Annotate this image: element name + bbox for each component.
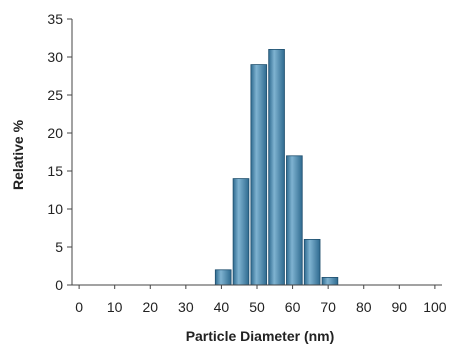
histogram-bar [268,49,285,286]
y-tick-label: 0 [55,277,63,293]
x-ticks: 0 10 20 30 40 50 60 70 80 90 100 [75,285,447,315]
y-tick-label: 30 [47,49,63,65]
y-tick-label: 15 [47,163,63,179]
y-tick-label: 20 [47,125,63,141]
x-tick-label: 50 [249,299,265,315]
x-tick-label: 70 [320,299,336,315]
x-tick-label: 40 [214,299,230,315]
x-tick-label: 20 [142,299,158,315]
y-tick-label: 35 [47,11,63,27]
y-ticks: 0 5 10 15 20 25 30 35 [47,11,72,293]
histogram-bar [303,238,321,286]
histogram-bar [232,178,250,286]
histogram-bar [286,155,303,286]
x-tick-label: 90 [392,299,408,315]
x-tick-label: 30 [178,299,194,315]
histogram-bar [250,64,268,286]
y-tick-label: 25 [47,87,63,103]
y-tick-label: 5 [55,239,63,255]
y-axis-title: Relative % [10,119,26,190]
histogram-bar [214,269,232,286]
y-tick-label: 10 [47,201,63,217]
bars-layer [214,49,339,286]
x-axis-title: Particle Diameter (nm) [186,328,335,344]
x-tick-label: 60 [285,299,301,315]
x-tick-label: 100 [423,299,447,315]
x-tick-label: 80 [356,299,372,315]
x-tick-label: 10 [107,299,123,315]
histogram-bar [321,276,339,286]
x-tick-label: 0 [75,299,83,315]
